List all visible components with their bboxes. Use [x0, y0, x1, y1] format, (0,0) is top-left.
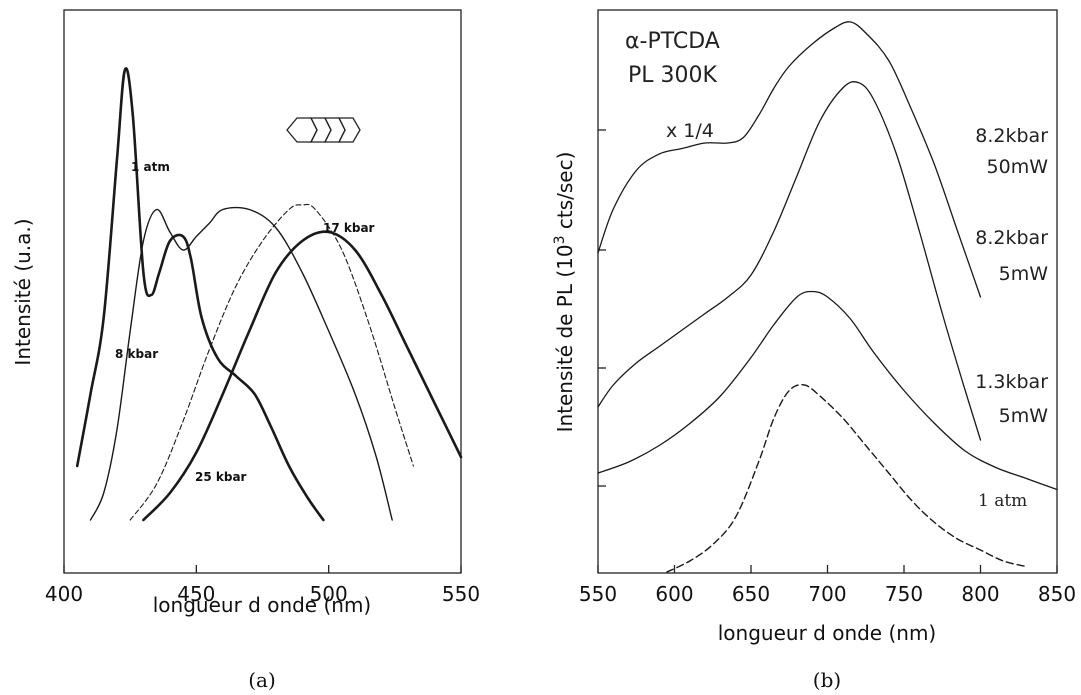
x-tick-label-a-500: 500 [310, 582, 348, 606]
x-tick-label-b-600: 600 [655, 582, 693, 606]
x-tick-label-b-650: 650 [732, 582, 770, 606]
panel-a-y-axis-label: Intensité (u.a.) [11, 218, 35, 365]
annotation-25-kbar: 25 kbar [195, 470, 247, 484]
panel-b-y-axis-label: Intensité de PL (103 cts/sec) [552, 152, 577, 433]
panel-a-series [75, 67, 463, 522]
panel-a-frame [63, 9, 462, 574]
panel-a-x-axis-label: longueur d onde (nm) [153, 593, 372, 617]
panel-b-title-line2: PL 300K [628, 63, 718, 88]
series-line-b-4 [666, 384, 1028, 573]
x-tick-label-b-700: 700 [808, 582, 846, 606]
series-line-a-3 [129, 203, 414, 521]
panel-b-label: (b) [813, 668, 841, 692]
x-tick-label-b-750: 750 [885, 582, 923, 606]
annotation-1-atm: 1 atm [131, 160, 170, 174]
panel-b-x-tick-labels: 550 600 650 700 750 800 850 [579, 582, 1076, 606]
series-line-b-3 [597, 290, 1058, 491]
annotation-1-3kbar-5mw-line1: 1.3kbar [975, 371, 1048, 393]
panel-a: 400 450 500 550 1 atm 8 kbar 17 kbar 25 kba… [11, 9, 480, 692]
annotation-1-3kbar-5mw-line2: 5mW [999, 405, 1049, 427]
panel-b-x-axis-label: longueur d onde (nm) [718, 621, 937, 645]
x-tick-label-b-550: 550 [579, 582, 617, 606]
panel-a-x-ticks [63, 565, 462, 573]
panel-b-title-line1: α-PTCDA [625, 29, 720, 54]
series-line-a-2 [89, 206, 393, 521]
panel-a-label: (a) [248, 668, 276, 692]
x-tick-label-a-450: 450 [177, 582, 215, 606]
annotation-1-atm-b: 1 atm [978, 491, 1027, 511]
series-line-b-1 [597, 21, 982, 298]
x-tick-label-a-550: 550 [442, 582, 480, 606]
panel-a-x-tick-labels: 400 450 500 550 [45, 582, 480, 606]
panel-b-frame [597, 9, 1058, 574]
series-line-a-4 [142, 230, 463, 522]
annotation-8-2kbar-50mw-line2: 50mW [987, 156, 1049, 178]
series-line-b-2 [597, 81, 982, 441]
panel-b-x-ticks [597, 565, 1058, 573]
panel-b-series [597, 21, 1058, 573]
x-tick-label-b-800: 800 [961, 582, 999, 606]
annotation-8-2kbar-50mw-line1: 8.2kbar [975, 125, 1048, 147]
annotation-8-2kbar-5mw-line1: 8.2kbar [975, 227, 1048, 249]
panel-b: 550 600 650 700 750 800 850 α-PTCDA PL 300K x … [552, 9, 1076, 692]
annotation-8-2kbar-5mw-line2: 5mW [999, 263, 1049, 285]
anthracene-molecule-icon [286, 117, 361, 143]
annotation-x-quarter: x 1/4 [666, 120, 714, 142]
annotation-8-kbar: 8 kbar [115, 347, 158, 361]
panel-b-y-ticks [598, 129, 606, 487]
annotation-17-kbar: 17 kbar [323, 221, 375, 235]
series-line-a-1 [75, 67, 325, 522]
x-tick-label-a-400: 400 [45, 582, 83, 606]
panel-b-y-axis-label-text: Intensité de PL (103 cts/sec) [552, 152, 577, 433]
x-tick-label-b-850: 850 [1038, 582, 1076, 606]
